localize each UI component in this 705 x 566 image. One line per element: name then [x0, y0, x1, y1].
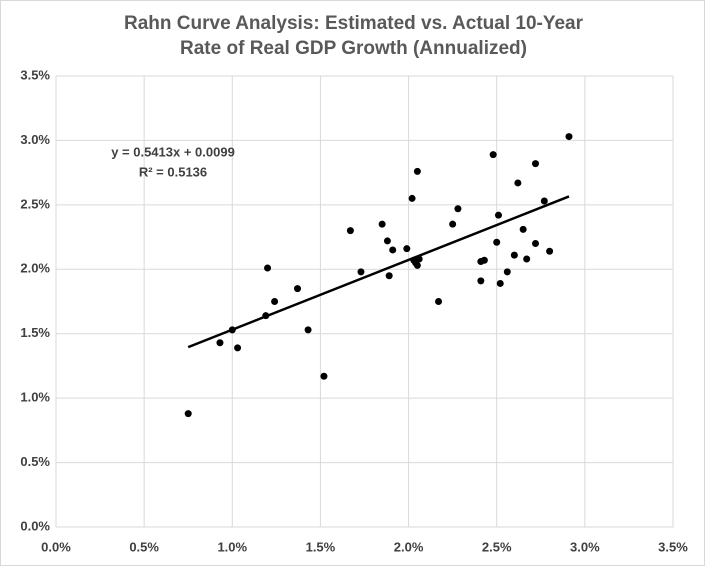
y-tick-label: 1.0%	[20, 390, 50, 405]
scatter-point	[294, 285, 302, 293]
y-tick-label: 0.5%	[20, 454, 50, 469]
scatter-point	[228, 326, 236, 334]
scatter-point	[304, 326, 312, 334]
scatter-point	[519, 225, 527, 233]
r-squared: R² = 0.5136	[139, 164, 207, 179]
y-tick-label: 1.5%	[20, 325, 50, 340]
scatter-point	[413, 167, 421, 175]
scatter-point	[523, 255, 531, 263]
y-tick-label: 3.5%	[20, 67, 50, 82]
scatter-point	[408, 194, 416, 202]
x-tick-label: 2.0%	[394, 539, 424, 554]
scatter-point	[346, 227, 354, 235]
y-tick-label: 3.0%	[20, 132, 50, 147]
scatter-point	[531, 240, 539, 248]
x-tick-label: 0.5%	[129, 539, 159, 554]
scatter-point	[477, 277, 485, 285]
scatter-point	[449, 220, 457, 228]
x-tick-label: 1.5%	[306, 539, 336, 554]
scatter-point	[184, 410, 192, 418]
scatter-point	[415, 255, 423, 263]
scatter-point	[546, 247, 554, 255]
scatter-point	[503, 268, 511, 276]
scatter-point	[389, 246, 397, 254]
x-tick-label: 3.0%	[570, 539, 600, 554]
trendline	[187, 195, 570, 349]
scatter-point	[385, 272, 393, 280]
scatter-point	[262, 312, 270, 320]
scatter-point	[493, 238, 501, 246]
trendline-equation: y = 0.5413x + 0.0099	[111, 144, 235, 159]
scatter-point	[403, 245, 411, 253]
scatter-point	[383, 237, 391, 245]
scatter-point	[264, 264, 272, 272]
scatter-point	[514, 179, 522, 187]
scatter-point	[378, 220, 386, 228]
scatter-point	[216, 339, 224, 347]
scatter-point	[565, 133, 573, 141]
scatter-point	[531, 160, 539, 168]
y-tick-label: 2.5%	[20, 196, 50, 211]
scatter-point	[454, 205, 462, 213]
x-tick-label: 2.5%	[482, 539, 512, 554]
chart-title: Rahn Curve Analysis: Estimated vs. Actua…	[124, 13, 583, 59]
scatter-point	[435, 298, 443, 305]
scatter-point	[271, 298, 279, 305]
scatter-point	[494, 211, 502, 219]
scatter-point	[357, 268, 365, 276]
scatter-point	[320, 372, 328, 380]
scatter-point	[489, 151, 497, 159]
x-tick-label: 1.0%	[217, 539, 247, 554]
scatter-point	[510, 251, 518, 259]
scatter-point	[540, 197, 548, 205]
x-tick-label: 3.5%	[658, 539, 688, 554]
scatter-point	[413, 261, 421, 269]
y-tick-label: 2.0%	[20, 261, 50, 276]
scatter-point	[480, 256, 488, 264]
y-tick-label: 0.0%	[20, 518, 50, 533]
x-tick-label: 0.0%	[41, 539, 71, 554]
scatter-point	[496, 279, 504, 287]
scatter-point	[234, 344, 242, 352]
